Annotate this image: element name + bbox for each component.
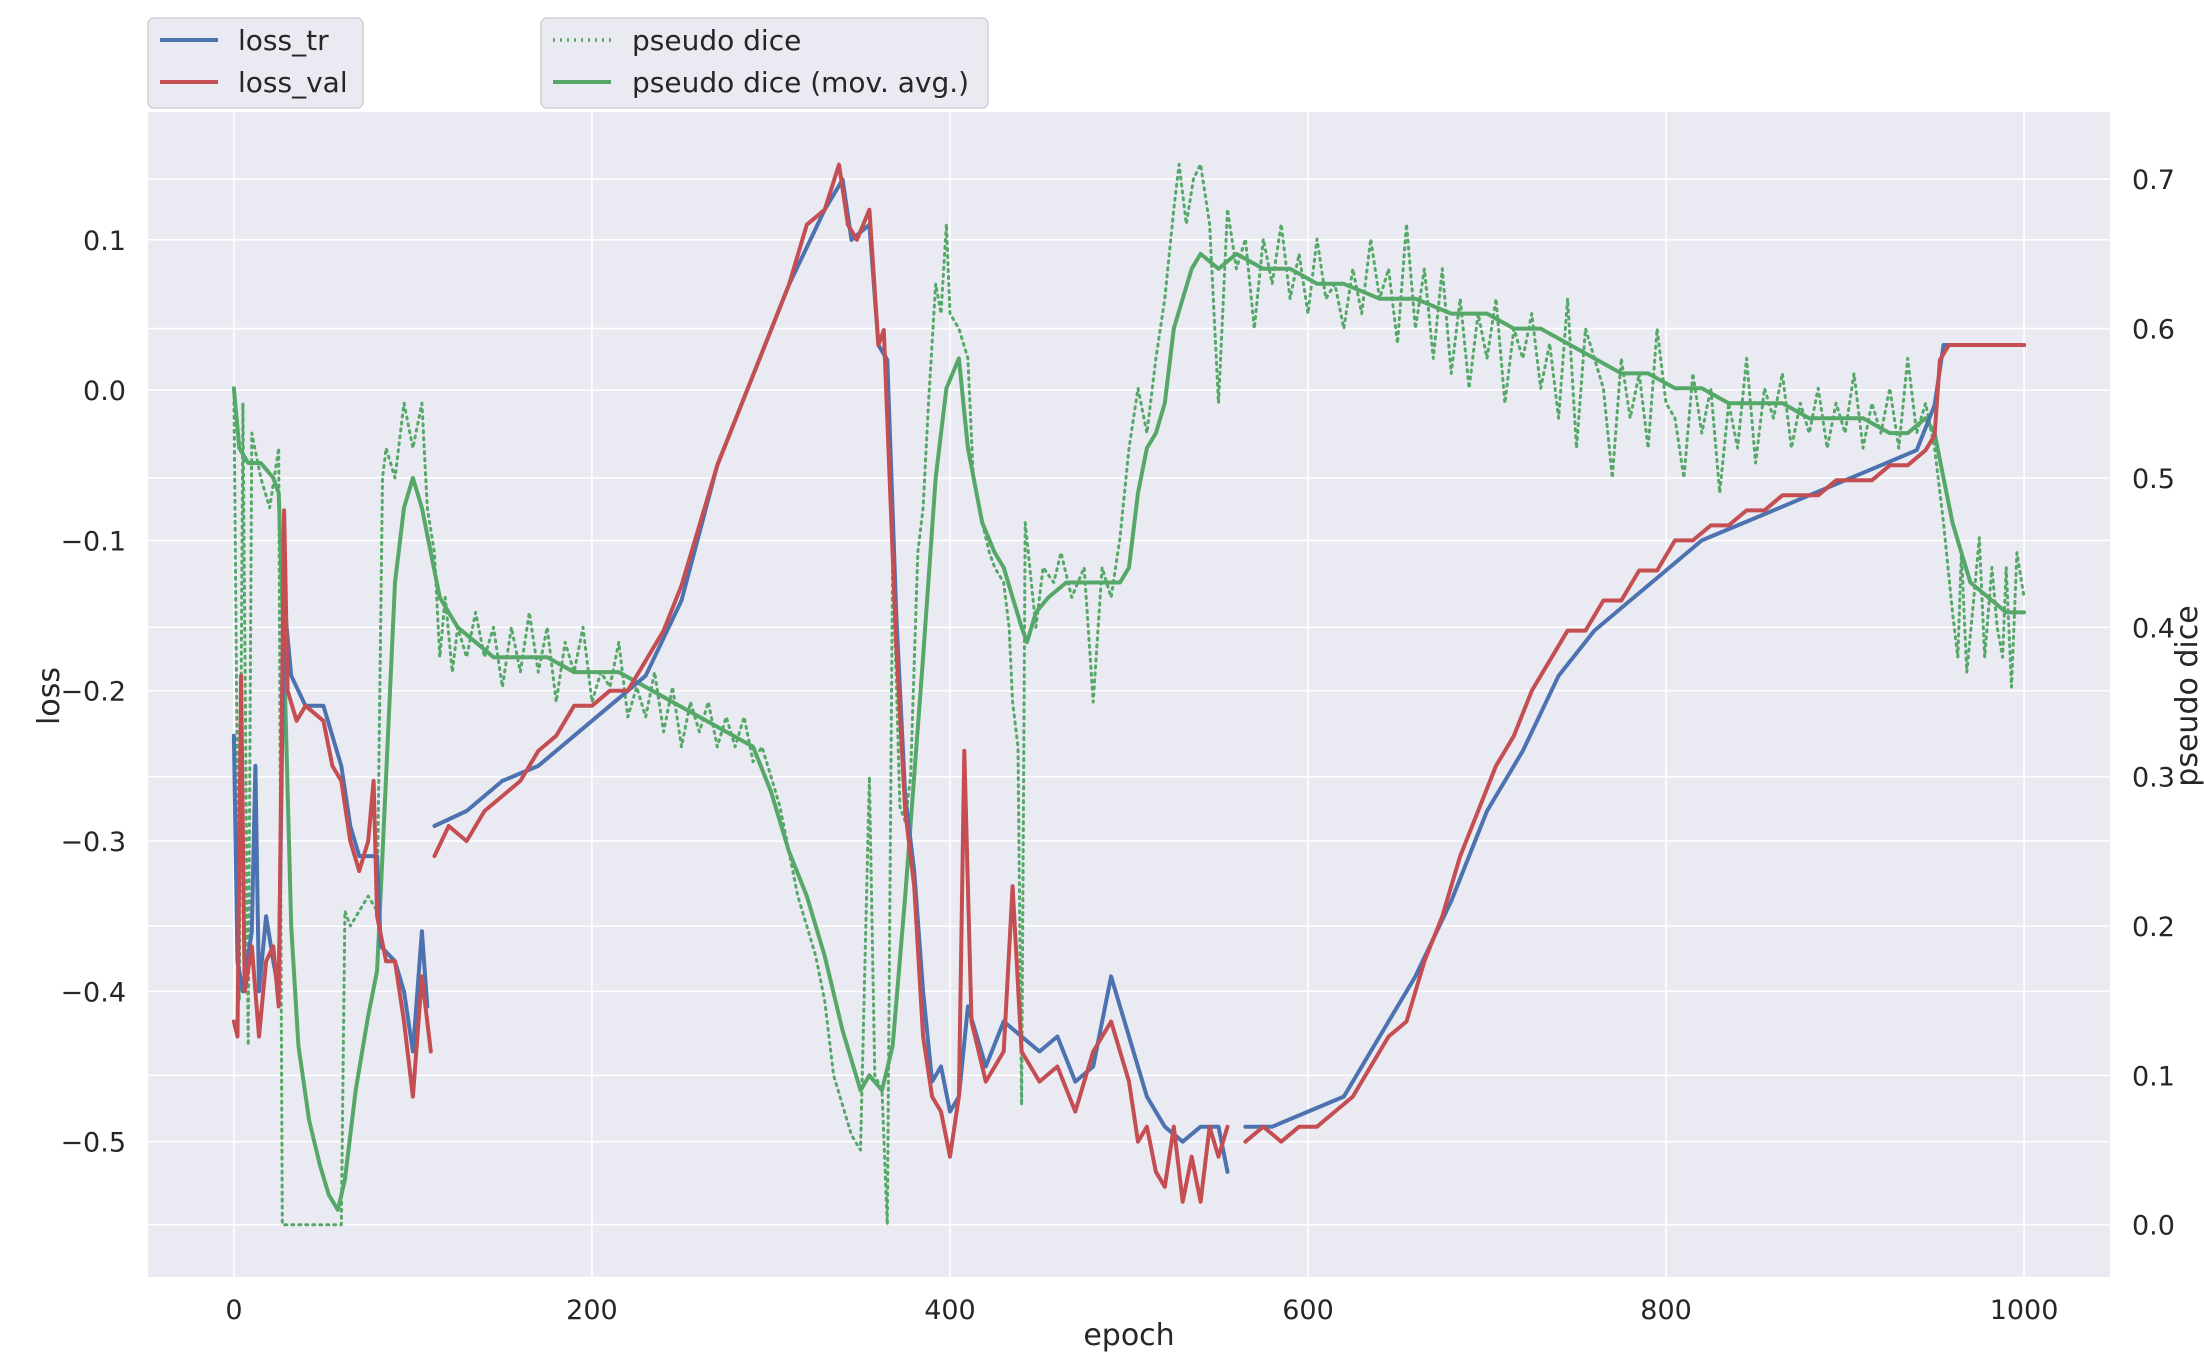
x-tick-label: 200 bbox=[566, 1295, 618, 1326]
y-tick-label: −0.3 bbox=[60, 827, 126, 858]
axes: 0 200 400 600 800 1000 0.1 0.0 −0.1 −0.2 −0.3 −0.4 −… bbox=[60, 165, 2175, 1326]
x-tick-label: 0 bbox=[225, 1295, 242, 1326]
legend-loss: loss_tr loss_val bbox=[147, 17, 364, 109]
y2-tick-label: 0.0 bbox=[2132, 1211, 2175, 1242]
legend-dice-box bbox=[540, 17, 989, 109]
y2-tick-label: 0.1 bbox=[2132, 1061, 2175, 1092]
y2-tick-label: 0.7 bbox=[2132, 165, 2175, 196]
legend-dice: pseudo dice pseudo dice (mov. avg.) bbox=[540, 17, 989, 109]
y2-tick-label: 0.2 bbox=[2132, 912, 2175, 943]
y-axis-label: loss bbox=[32, 667, 67, 725]
legend-loss-tr-label: loss_tr bbox=[238, 24, 329, 57]
legend-pseudo-dice-label: pseudo dice bbox=[632, 24, 801, 57]
legend-loss-val-label: loss_val bbox=[238, 66, 348, 99]
x-axis-label: epoch bbox=[1083, 1318, 1174, 1353]
y2-tick-label: 0.3 bbox=[2132, 763, 2175, 794]
x-tick-label: 600 bbox=[1282, 1295, 1334, 1326]
series-line-pseudo-dice bbox=[232, 162, 2026, 1227]
series-group bbox=[231, 162, 2027, 1227]
y-tick-label: −0.1 bbox=[60, 526, 126, 557]
plot-background bbox=[148, 112, 2110, 1277]
grid bbox=[148, 112, 2110, 1277]
x-tick-label: 800 bbox=[1640, 1295, 1692, 1326]
y-tick-label: −0.2 bbox=[60, 677, 126, 708]
y-tick-label: 0.0 bbox=[83, 376, 126, 407]
y-tick-label: −0.4 bbox=[60, 977, 126, 1008]
y2-axis-label: pseudo dice bbox=[2170, 605, 2204, 786]
y-tick-label: 0.1 bbox=[83, 226, 126, 257]
series-line-pseudo-dice-mov-avg bbox=[231, 251, 2027, 1212]
x-tick-label: 1000 bbox=[1990, 1295, 2059, 1326]
y2-tick-label: 0.5 bbox=[2132, 464, 2175, 495]
y2-tick-label: 0.4 bbox=[2132, 613, 2175, 644]
y2-tick-label: 0.6 bbox=[2132, 315, 2175, 346]
series-line-loss-val bbox=[231, 162, 2027, 1204]
y-tick-label: −0.5 bbox=[60, 1128, 126, 1159]
x-tick-label: 400 bbox=[924, 1295, 976, 1326]
legend-pseudo-dice-avg-label: pseudo dice (mov. avg.) bbox=[632, 66, 969, 99]
